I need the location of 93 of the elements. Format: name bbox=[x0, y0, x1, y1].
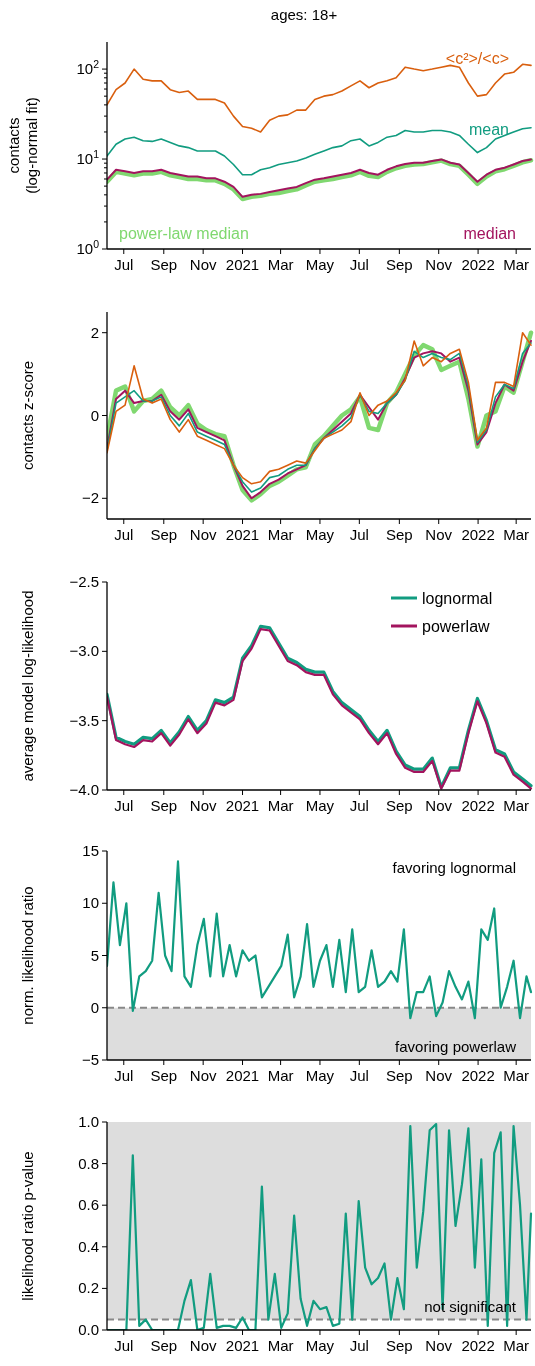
annotation: favoring lognormal bbox=[392, 859, 516, 876]
x-tick-label: Jul bbox=[349, 1337, 369, 1354]
x-tick-label: 2022 bbox=[461, 256, 495, 273]
y-axis-title: norm. likelihood ratio bbox=[19, 886, 36, 1025]
y-tick-label: −3.0 bbox=[69, 642, 99, 660]
y-tick-label: 0 bbox=[90, 998, 99, 1016]
y-axis-title: average model log-likelihood bbox=[19, 590, 36, 782]
x-tick-label: Nov bbox=[189, 526, 217, 543]
x-tick-label: Sep bbox=[150, 526, 178, 543]
x-tick-label: Nov bbox=[425, 256, 453, 273]
y-tick-label: 0 bbox=[90, 406, 99, 424]
legend-label: powerlaw bbox=[422, 618, 491, 635]
x-tick-label: Sep bbox=[386, 1337, 413, 1354]
x-tick-label: Jul bbox=[114, 526, 134, 543]
y-tick-label: −2.5 bbox=[69, 573, 99, 590]
x-tick-label: Jul bbox=[114, 1067, 134, 1084]
series-label: mean bbox=[468, 121, 509, 138]
x-tick-label: Sep bbox=[386, 526, 413, 543]
legend-label: lognormal bbox=[422, 590, 493, 607]
x-tick-label: May bbox=[305, 1067, 335, 1084]
x-tick-label: Mar bbox=[503, 1067, 530, 1084]
y-axis-title: likelihood ratio p-value bbox=[19, 1151, 36, 1301]
y-tick-label: 10$^{0}$ bbox=[76, 238, 100, 257]
x-tick-label: Mar bbox=[503, 526, 530, 543]
line-series bbox=[107, 126, 532, 176]
x-tick-label: Sep bbox=[150, 1337, 178, 1354]
series-label: <c²>/<c> bbox=[445, 50, 509, 67]
x-tick-label: Nov bbox=[425, 1337, 453, 1354]
x-tick-label: Jul bbox=[349, 797, 369, 814]
y-tick-label: 0.2 bbox=[78, 1279, 99, 1297]
x-tick-label: Sep bbox=[150, 797, 178, 814]
x-tick-label: Mar bbox=[503, 256, 530, 273]
x-tick-label: May bbox=[305, 526, 335, 543]
x-tick-label: Nov bbox=[189, 797, 217, 814]
x-tick-label: Nov bbox=[425, 1067, 453, 1084]
y-axis-title: contacts (log-normal fit) bbox=[5, 97, 40, 194]
x-tick-label: 2022 bbox=[461, 526, 495, 543]
x-tick-label: May bbox=[305, 1337, 335, 1354]
y-tick-label: 10$^{1}$ bbox=[76, 148, 100, 168]
x-tick-label: Sep bbox=[386, 256, 413, 273]
x-tick-label: 2021 bbox=[225, 526, 260, 543]
band-label: favoring powerlaw bbox=[395, 1038, 517, 1055]
y-tick-label: 0.4 bbox=[78, 1237, 99, 1255]
x-tick-label: May bbox=[305, 797, 335, 814]
y-tick-label: 2 bbox=[90, 323, 99, 341]
x-tick-label: Nov bbox=[189, 1067, 217, 1084]
y-tick-label: 10 bbox=[82, 894, 99, 912]
y-tick-label: −4.0 bbox=[69, 781, 99, 798]
y-tick-label: 0.6 bbox=[78, 1196, 99, 1214]
x-tick-label: 2021 bbox=[225, 1067, 260, 1084]
x-tick-label: Mar bbox=[503, 1337, 530, 1354]
x-tick-label: Jul bbox=[114, 256, 134, 273]
x-tick-label: Mar bbox=[267, 797, 294, 814]
y-tick-label: 0.8 bbox=[78, 1154, 99, 1172]
y-tick-label: 10$^{2}$ bbox=[76, 58, 100, 78]
x-tick-label: Sep bbox=[386, 1067, 413, 1084]
x-tick-label: May bbox=[305, 256, 335, 273]
series-label: power-law median bbox=[119, 225, 249, 242]
y-tick-label: 1.0 bbox=[78, 1113, 99, 1130]
x-tick-label: Nov bbox=[189, 1337, 217, 1354]
y-tick-label: 15 bbox=[82, 842, 99, 859]
x-tick-label: 2021 bbox=[225, 256, 260, 273]
text: median bbox=[463, 225, 516, 242]
x-tick-label: Mar bbox=[267, 1337, 294, 1354]
x-tick-label: Mar bbox=[267, 256, 294, 273]
x-tick-label: Sep bbox=[386, 797, 413, 814]
x-tick-label: Jul bbox=[349, 526, 369, 543]
y-tick-label: 0.0 bbox=[78, 1321, 99, 1338]
x-tick-label: Jul bbox=[349, 256, 369, 273]
x-tick-label: 2021 bbox=[225, 797, 260, 814]
y-tick-label: 5 bbox=[90, 946, 99, 964]
y-tick-label: −3.5 bbox=[69, 711, 99, 729]
line-series bbox=[107, 860, 533, 1020]
x-tick-label: 2022 bbox=[461, 797, 495, 814]
y-tick-label: −2 bbox=[81, 489, 99, 507]
x-tick-label: Mar bbox=[267, 526, 294, 543]
x-tick-label: Mar bbox=[503, 797, 530, 814]
x-tick-label: Jul bbox=[114, 1337, 134, 1354]
x-tick-label: Jul bbox=[114, 797, 134, 814]
x-tick-label: 2022 bbox=[461, 1067, 495, 1084]
line-series bbox=[107, 63, 532, 133]
x-tick-label: Nov bbox=[425, 526, 453, 543]
y-tick-label: −5 bbox=[81, 1051, 99, 1068]
x-tick-label: Sep bbox=[150, 256, 178, 273]
x-tick-label: Mar bbox=[267, 1067, 294, 1084]
x-tick-label: 2022 bbox=[461, 1337, 495, 1354]
x-tick-label: Jul bbox=[349, 1067, 369, 1084]
x-tick-label: Nov bbox=[189, 256, 217, 273]
chart-title: ages: 18+ bbox=[270, 6, 338, 23]
x-tick-label: Nov bbox=[425, 797, 453, 814]
y-axis-title: contacts z-score bbox=[19, 360, 36, 471]
x-tick-label: 2021 bbox=[225, 1337, 260, 1354]
x-tick-label: Sep bbox=[150, 1067, 178, 1084]
